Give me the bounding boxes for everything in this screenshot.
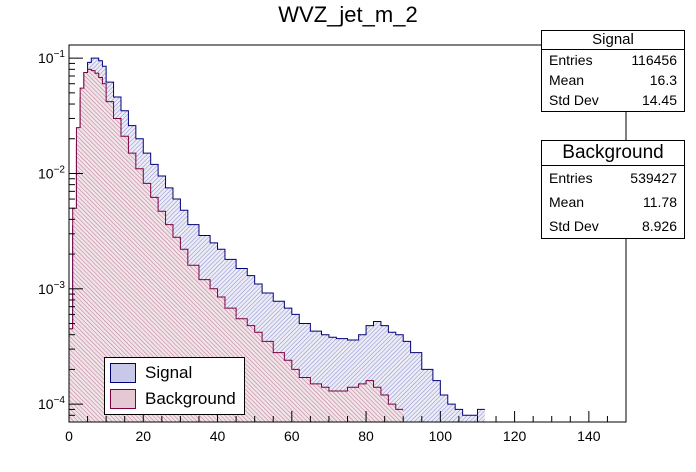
x-tick-label: 80 [358,428,374,444]
bin-background-41 [373,387,380,422]
bin-background-4 [84,73,88,422]
bin-background-33 [299,378,310,422]
bin-background-28 [255,332,262,422]
stat-label: Std Dev [549,218,599,234]
bin-signal-46 [411,353,422,422]
legend-label-background: Background [145,389,236,408]
signal-stats-entries: Entries 116456 [542,50,684,70]
stat-value: 16.3 [649,72,677,88]
bin-background-38 [348,387,359,422]
bin-background-35 [322,387,329,422]
bin-background-36 [329,391,336,422]
bin-background-2 [76,128,80,422]
x-tick-label: 100 [429,428,453,444]
background-stats-entries: Entries 539427 [542,166,684,190]
y-tick-label: 10−1 [38,49,65,66]
axis-layer: 0 20 40 60 80 100 120 140 10−1 10−2 10−3 10−4 [38,49,627,444]
x-tick-label: 140 [577,428,601,444]
bin-signal-52 [463,415,470,422]
bin-signal-53 [470,415,477,422]
y-tick-label: 10−4 [38,395,65,412]
background-stats-stddev: Std Dev 8.926 [542,214,684,238]
stat-label: Mean [549,194,585,210]
bin-signal-50 [448,404,455,422]
stat-value: 116456 [631,52,677,68]
bin-signal-49 [440,395,447,422]
bin-signal-44 [396,335,403,422]
background-stats-mean: Mean 11.78 [542,190,684,214]
legend-swatch-signal [110,363,136,383]
y-tick-label: 10−3 [38,280,65,297]
x-tick-label: 40 [210,428,226,444]
stat-value: 11.78 [643,194,677,210]
x-tick-label: 120 [503,428,527,444]
bin-background-31 [284,360,291,422]
bin-signal-48 [433,381,440,422]
bin-background-39 [359,384,366,422]
legend-label-signal: Signal [145,363,193,382]
signal-stats-mean: Mean 16.3 [542,70,684,90]
bin-background-34 [310,384,321,422]
bin-signal-54 [477,409,484,422]
stat-value: 8.926 [641,218,677,234]
bin-background-27 [247,326,254,422]
stat-label: Entries [549,170,593,186]
stat-label: Entries [549,52,593,68]
signal-stats-stddev: Std Dev 14.45 [542,90,684,110]
chart-title: WVZ_jet_m_2 [278,2,417,27]
stat-label: Mean [549,72,585,88]
series-layer [69,57,485,422]
bin-signal-47 [422,369,433,422]
bin-background-1 [73,208,77,422]
stat-value: 14.45 [641,92,677,108]
bin-background-44 [396,409,403,422]
bin-background-7 [95,73,99,422]
background-stats-box: Background Entries 539427 Mean 11.78 Std… [541,140,685,239]
stat-label: Std Dev [549,92,599,108]
bin-background-30 [273,353,284,422]
bin-background-5 [88,69,92,422]
bin-background-43 [388,404,395,422]
background-stats-title: Background [542,141,684,166]
bin-background-0 [69,329,73,422]
x-tick-label: 60 [284,428,300,444]
bin-background-40 [366,381,373,422]
bin-signal-45 [403,341,410,422]
legend-swatch-background [110,389,136,409]
legend: Signal Background [104,357,245,415]
legend-item-background: Background [110,388,236,410]
bin-background-8 [99,77,103,422]
legend-item-signal: Signal [110,362,192,384]
bin-background-32 [292,369,299,422]
bin-background-3 [80,88,84,422]
signal-stats-box: Signal Entries 116456 Mean 16.3 Std Dev … [541,30,685,112]
x-tick-label: 20 [135,428,151,444]
series-fill-background [69,69,404,422]
y-tick-label: 10−2 [38,164,65,181]
stat-value: 539427 [630,170,677,186]
series-line-signal [69,57,485,416]
bin-background-6 [91,71,95,422]
bin-background-29 [262,341,273,422]
series-line-background [69,68,404,410]
x-tick-label: 0 [65,428,73,444]
bin-background-37 [336,391,347,422]
signal-stats-title: Signal [542,31,684,50]
